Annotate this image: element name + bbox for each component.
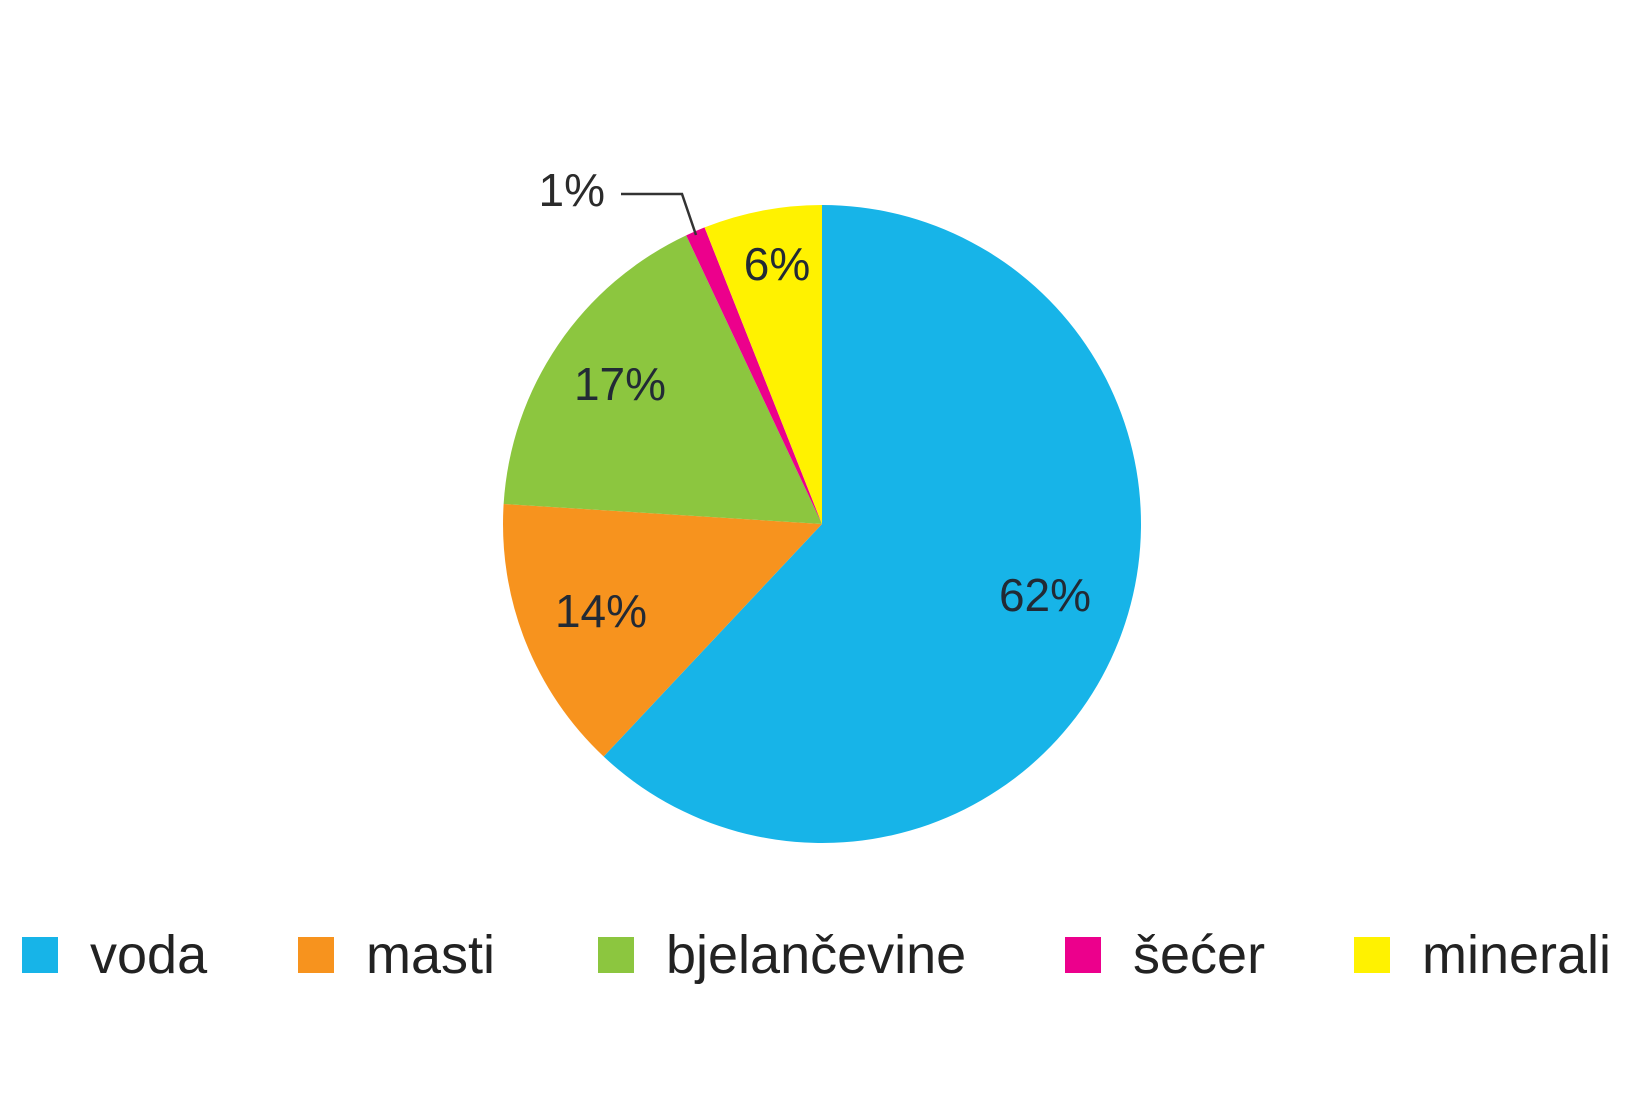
svg-text:17%: 17% [574, 358, 666, 410]
svg-text:6%: 6% [744, 238, 810, 290]
svg-text:1%: 1% [539, 164, 605, 216]
svg-text:14%: 14% [555, 585, 647, 637]
svg-text:62%: 62% [999, 569, 1091, 621]
